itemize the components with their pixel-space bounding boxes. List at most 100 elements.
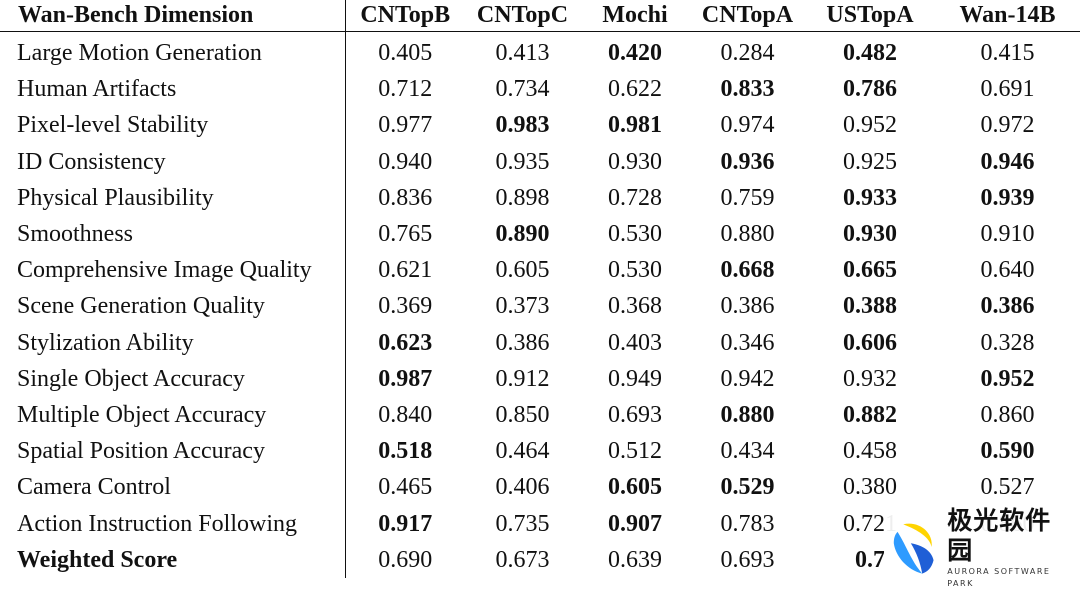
score-cell: 0.974 [720,112,775,139]
table-row: ID Consistency 0.940 0.935 0.930 0.936 0… [0,143,1080,180]
score-cell: 0.406 [495,474,550,501]
score-cell: 0.850 [495,402,550,429]
table-row: Physical Plausibility 0.836 0.898 0.728 … [0,179,1080,217]
score-cell: 0.529 [720,474,775,501]
score-cell: 0.759 [720,184,775,211]
score-cell: 0.518 [378,438,433,465]
score-cell: 0.386 [980,293,1035,320]
score-cell: 0.622 [608,76,662,103]
score-cell: 0.403 [608,329,662,356]
dimension-label: Human Artifacts [0,71,346,108]
score-cell: 0.606 [843,329,897,356]
table-row: Human Artifacts 0.712 0.734 0.622 0.833 … [0,71,1080,108]
score-cell: 0.949 [608,365,662,392]
score-cell: 0.935 [495,148,550,175]
score-cell: 0.368 [608,293,662,320]
score-cell: 0.639 [608,546,662,573]
dimension-label: Stylization Ability [0,324,346,361]
score-cell: 0.942 [720,365,775,392]
table-row: Large Motion Generation 0.405 0.413 0.42… [0,31,1080,72]
score-cell: 0.932 [843,365,897,392]
score-cell: 0.458 [843,438,897,465]
score-cell: 0.917 [378,510,433,537]
score-cell: 0.465 [378,474,433,501]
dimension-label: Single Object Accuracy [0,360,346,398]
score-cell: 0.880 [720,221,775,248]
table-row: Spatial Position Accuracy 0.518 0.464 0.… [0,433,1080,470]
table-row: Camera Control 0.465 0.406 0.605 0.529 0… [0,469,1080,506]
score-cell: 0.623 [378,329,433,356]
score-cell: 0.386 [495,329,550,356]
column-header-dimension: Wan-Bench Dimension [0,0,346,32]
score-cell: 0.665 [843,257,897,284]
score-cell: 0.946 [980,148,1035,175]
score-cell: 0.7 [855,546,885,573]
score-cell: 0.765 [378,221,433,248]
score-cell: 0.933 [843,184,897,211]
score-cell: 0.912 [495,365,550,392]
table-row: Smoothness 0.765 0.890 0.530 0.880 0.930… [0,216,1080,253]
watermark-title: 极光软件园 [947,506,1052,565]
score-cell: 0.783 [720,510,775,537]
score-cell: 0.786 [843,76,897,103]
table-body: Large Motion Generation 0.405 0.413 0.42… [0,31,1080,579]
score-cell: 0.668 [720,257,775,284]
score-cell: 0.972 [980,112,1035,139]
dimension-label: Smoothness [0,216,346,253]
score-cell: 0.860 [980,402,1035,429]
weighted-score-row: Weighted Score 0.690 0.673 0.639 0.693 0… [0,541,1080,579]
score-cell: 0.840 [378,402,433,429]
dimension-label: Physical Plausibility [0,179,346,217]
score-cell: 0.415 [980,40,1035,66]
dimension-label: Large Motion Generation [0,31,346,72]
score-cell: 0.952 [980,365,1035,392]
score-cell: 0.882 [843,402,897,429]
table-header: Wan-Bench Dimension CNTopB CNTopC Mochi … [0,0,1080,32]
score-cell: 0.621 [378,257,433,284]
score-cell: 0.836 [378,184,433,211]
score-cell: 0.464 [495,438,550,465]
score-cell: 0.405 [378,40,433,66]
score-cell: 0.434 [720,438,775,465]
score-cell: 0.898 [495,184,550,211]
score-cell: 0.691 [980,76,1035,103]
score-cell: 0.512 [608,438,662,465]
score-cell: 0.530 [608,221,662,248]
score-cell: 0.734 [495,76,550,103]
table-row: Single Object Accuracy 0.987 0.912 0.949… [0,360,1080,398]
score-cell: 0.527 [980,474,1035,501]
score-cell: 0.693 [720,546,775,573]
score-cell: 0.373 [495,293,550,320]
column-header-model: CNTopB [345,0,465,32]
score-cell: 0.907 [608,510,662,537]
score-cell: 0.930 [843,221,897,248]
score-cell: 0.640 [980,257,1035,284]
score-cell: 0.346 [720,329,775,356]
table-row: Comprehensive Image Quality 0.621 0.605 … [0,252,1080,289]
score-cell: 0.673 [495,546,550,573]
score-cell: 0.369 [378,293,433,320]
column-header-model: CNTopC [465,0,580,32]
score-cell: 0.952 [843,112,897,139]
score-cell: 0.936 [720,148,775,175]
score-cell: 0.880 [720,402,775,429]
score-cell: 0.728 [608,184,662,211]
dimension-label: Weighted Score [0,541,346,579]
score-cell: 0.590 [980,438,1035,465]
table-row: Scene Generation Quality 0.369 0.373 0.3… [0,288,1080,325]
watermark-text: 极光软件园 AURORA SOFTWARE PARK [947,506,1074,590]
dimension-label: Action Instruction Following [0,505,346,542]
score-cell: 0.925 [843,148,897,175]
score-cell: 0.910 [980,221,1035,248]
header-row: Wan-Bench Dimension CNTopB CNTopC Mochi … [0,0,1080,32]
column-header-model: USTopA [805,0,935,32]
dimension-label: Pixel-level Stability [0,107,346,144]
score-cell: 0.735 [495,510,550,537]
score-cell: 0.940 [378,148,433,175]
table-row: Multiple Object Accuracy 0.840 0.850 0.6… [0,397,1080,434]
score-cell: 0.413 [495,40,550,66]
score-cell: 0.693 [608,402,662,429]
score-cell: 0.930 [608,148,662,175]
